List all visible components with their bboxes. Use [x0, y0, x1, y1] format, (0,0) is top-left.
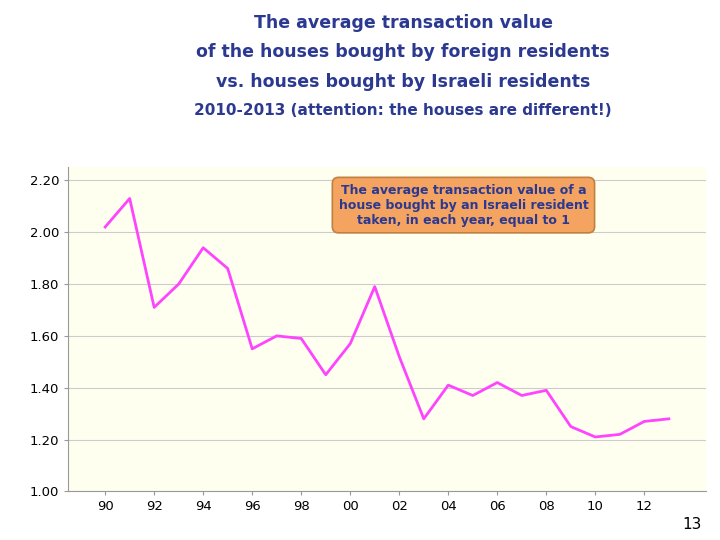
Text: 13: 13 [683, 517, 702, 532]
Text: 2010-2013 (attention: the houses are different!): 2010-2013 (attention: the houses are dif… [194, 103, 612, 118]
Text: of the houses bought by foreign residents: of the houses bought by foreign resident… [197, 43, 610, 61]
Text: The average transaction value of a
house bought by an Israeli resident
taken, in: The average transaction value of a house… [338, 184, 588, 227]
Text: The average transaction value: The average transaction value [253, 14, 553, 31]
Text: vs. houses bought by Israeli residents: vs. houses bought by Israeli residents [216, 73, 590, 91]
